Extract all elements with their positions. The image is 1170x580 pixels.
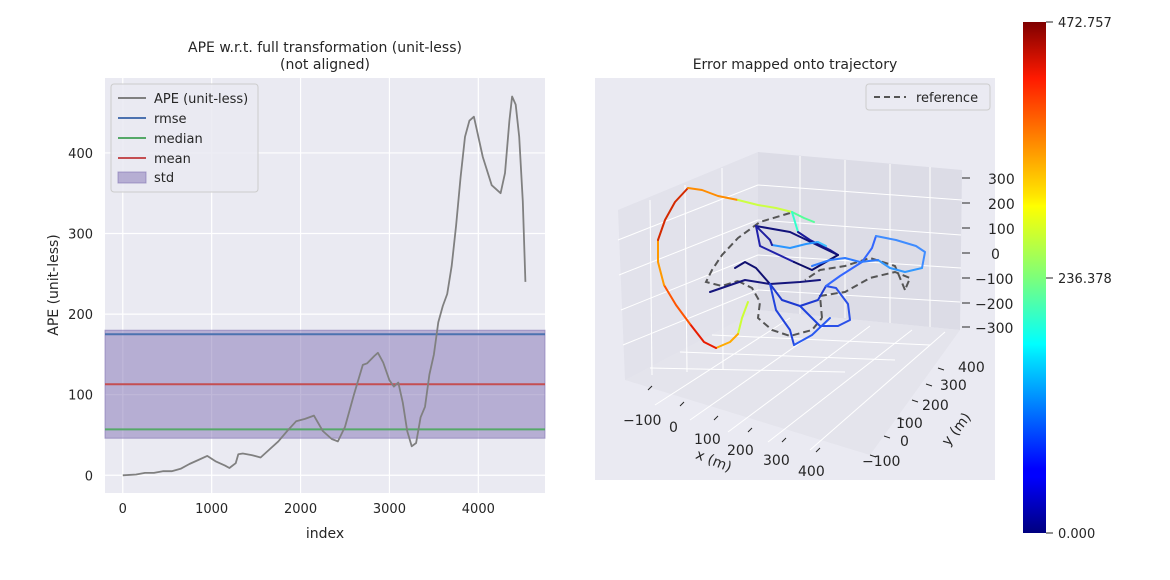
x-tick-label: 200 xyxy=(727,443,754,459)
z-tick-label: 100 xyxy=(988,222,1015,238)
ape-chart-title: APE w.r.t. full transformation (unit-les… xyxy=(188,40,462,56)
x-tick-label: 1000 xyxy=(195,502,228,517)
legend-label-mean: mean xyxy=(154,152,191,167)
x-tick-label: 4000 xyxy=(462,502,495,517)
legend-label-rmse: rmse xyxy=(154,112,187,127)
ape-y-tick-labels: 0 100 200 300 400 xyxy=(68,147,93,484)
legend-label-reference: reference xyxy=(916,91,978,106)
colorbar: 472.757 236.378 0.000 xyxy=(1023,16,1112,542)
trajectory-chart: Error mapped onto trajectory xyxy=(595,57,1015,480)
y-tick-label: −100 xyxy=(862,454,900,470)
legend-label-median: median xyxy=(154,132,203,147)
z-tick-label: 200 xyxy=(988,197,1015,213)
x-tick-label: 400 xyxy=(798,464,825,480)
x-tick-label: −100 xyxy=(623,413,661,429)
ape-series-line xyxy=(122,95,527,477)
x-tick-label: 2000 xyxy=(284,502,317,517)
y-tick-label: 300 xyxy=(68,228,93,243)
trajectory-y-ticks xyxy=(869,367,945,458)
ape-legend: APE (unit-less) rmse median mean std xyxy=(110,83,259,193)
x-tick-label: 300 xyxy=(763,453,790,469)
y-tick-label: 400 xyxy=(958,360,985,376)
trajectory-x-tick-labels: −100 0 100 200 300 400 xyxy=(623,413,825,480)
colorbar-label-min: 0.000 xyxy=(1058,527,1095,542)
legend-label-ape: APE (unit-less) xyxy=(154,92,248,107)
trajectory-y-tick-labels: −100 0 100 200 300 400 xyxy=(862,360,985,470)
x-tick-label: 100 xyxy=(694,432,721,448)
ape-chart-subtitle: (not aligned) xyxy=(280,57,370,73)
legend-label-std: std xyxy=(154,171,174,186)
z-tick-label: 300 xyxy=(988,172,1015,188)
trajectory-legend: reference xyxy=(865,83,991,111)
trajectory-legend-box xyxy=(865,83,991,111)
estimated-trajectory xyxy=(657,187,926,349)
colorbar-label-mid: 236.378 xyxy=(1058,272,1112,287)
ape-x-tick-labels: 0 1000 2000 3000 4000 xyxy=(119,502,495,517)
x-tick-label: 0 xyxy=(669,420,678,436)
trajectory-z-ticks xyxy=(962,177,970,328)
y-tick-label: 300 xyxy=(940,378,967,394)
pane-floor xyxy=(625,310,960,455)
ape-series xyxy=(122,95,527,477)
y-tick-label: 400 xyxy=(68,147,93,162)
ape-chart: APE w.r.t. full transformation (unit-les… xyxy=(46,40,546,542)
z-tick-label: −200 xyxy=(975,297,1013,313)
z-tick-label: 0 xyxy=(991,247,1000,263)
z-tick-label: −300 xyxy=(975,321,1013,337)
z-tick-label: −100 xyxy=(975,272,1013,288)
ape-stat-lines xyxy=(105,333,545,431)
pane-back xyxy=(758,152,962,330)
colorbar-label-max: 472.757 xyxy=(1058,16,1112,31)
y-tick-label: 0 xyxy=(85,469,93,484)
x-tick-label: 3000 xyxy=(373,502,406,517)
trajectory-z-tick-labels: 300 200 100 0 −100 −200 −300 xyxy=(975,172,1015,337)
trajectory-x-ticks xyxy=(647,385,821,453)
colorbar-gradient xyxy=(1023,22,1046,533)
ape-y-axis-label: APE (unit-less) xyxy=(46,234,62,336)
y-tick-label: 100 xyxy=(896,416,923,432)
trajectory-grid xyxy=(617,156,963,451)
y-tick-label: 0 xyxy=(900,434,909,450)
ape-x-axis-label: index xyxy=(306,526,344,542)
trajectory-chart-title: Error mapped onto trajectory xyxy=(693,57,898,73)
ape-legend-box xyxy=(110,83,259,193)
legend-swatch-std xyxy=(117,171,147,184)
y-tick-label: 100 xyxy=(68,389,93,404)
y-tick-label: 200 xyxy=(68,308,93,323)
x-tick-label: 0 xyxy=(119,502,127,517)
y-tick-label: 200 xyxy=(922,398,949,414)
